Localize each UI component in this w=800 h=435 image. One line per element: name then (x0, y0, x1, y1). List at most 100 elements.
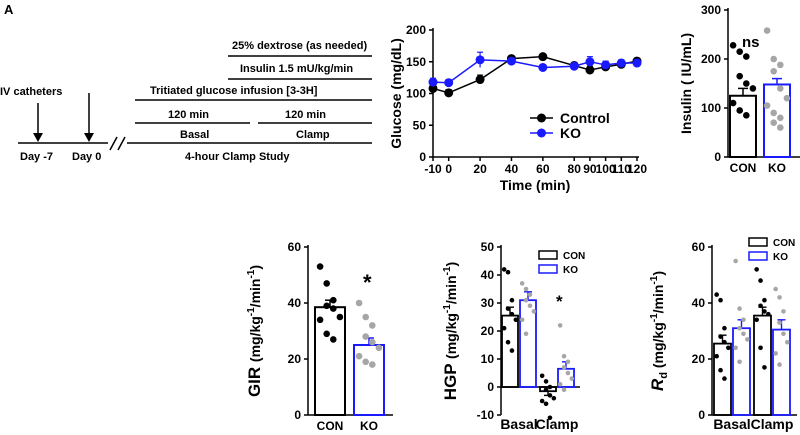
rd-legend-swatch-con (748, 237, 768, 247)
gir-data-point (355, 352, 363, 360)
gir-y-tick-label: 60 (288, 240, 302, 254)
gir-label-sup2: -1 (246, 269, 257, 278)
rd-data-point (733, 345, 738, 351)
glucose-x-axis-label: Time (min) (500, 177, 571, 193)
rd-data-point (754, 317, 759, 323)
glucose-x-tick-label: 120 (627, 162, 647, 176)
gir-data-point (355, 299, 363, 307)
hgp-y-axis-label: HGP (mg/kg-1/min-1) (441, 262, 460, 400)
rd-data-point (762, 297, 767, 303)
clamp-duration: 120 min (285, 109, 326, 121)
glucose-point-ko (444, 78, 454, 88)
hgp-data-point (543, 387, 549, 393)
glucose-point-ko (601, 60, 611, 70)
insulin-data-point (743, 80, 750, 87)
catheter-label: IV catheters (0, 86, 62, 98)
insulin-y-tick-label: 0 (714, 150, 721, 164)
insulin-data-point (736, 48, 743, 55)
insulin-data-point (770, 67, 777, 75)
gir-data-point (375, 344, 383, 352)
hgp-y-tick-label: 50 (481, 240, 495, 254)
insulin-data-point (770, 109, 777, 117)
insulin-data-point (736, 72, 743, 80)
rd-data-point (741, 317, 746, 323)
gir-data-point (316, 316, 324, 324)
rd-x-tick-label: Basal (713, 416, 750, 432)
glucose-y-axis-label: Glucose (mg/dL) (388, 38, 404, 148)
glucose-point-ko (506, 56, 516, 66)
hgp-data-point (509, 297, 515, 303)
rd-x-tick-label: Clamp (751, 416, 794, 432)
hgp-data-point (523, 297, 529, 303)
insulin-y-axis-label: Insulin ( IU/mL) (678, 33, 694, 134)
insulin-data-point (743, 53, 750, 60)
hgp-y-tick-label: 10 (481, 352, 495, 366)
glucose-point-control (585, 65, 595, 75)
insulin-data-point (777, 124, 784, 131)
gir-label-unit: (mg/kg (247, 316, 263, 362)
glucose-legend-marker-control (537, 113, 546, 123)
rd-data-point (718, 367, 723, 373)
arrowhead-day-0 (84, 133, 94, 142)
rd-data-point (737, 325, 742, 331)
hgp-label-end: ) (443, 262, 459, 267)
insulin-x-tick-label: CON (730, 161, 757, 175)
hgp-x-tick-label: Clamp (536, 416, 579, 432)
gir-data-point (330, 305, 337, 312)
hgp-y-tick-label: 0 (487, 380, 494, 394)
hgp-data-point (547, 393, 553, 398)
rd-data-point (754, 267, 759, 272)
rd-legend-label-ko: KO (773, 252, 788, 263)
insulin-data-point (777, 85, 784, 92)
glucose-point-control (538, 52, 548, 62)
hgp-legend-label-con: CON (563, 251, 585, 262)
study-label: 4-hour Clamp Study (185, 151, 290, 163)
glucose-y-tick-label: 150 (406, 55, 426, 69)
glucose-x-tick-label: 80 (568, 162, 582, 176)
insulin-label: Insulin 1.5 mU/kg/min (240, 63, 353, 75)
rd-data-point (737, 306, 742, 311)
glucose-point-control (444, 88, 454, 98)
glucose-x-tick-label: 110 (612, 162, 632, 176)
day-minus7-label: Day -7 (20, 151, 53, 163)
glucose-point-ko (569, 61, 579, 71)
rd-data-point (745, 337, 750, 342)
glucose-x-tick-label: 100 (596, 162, 616, 176)
glucose-y-tick-label: 200 (406, 23, 426, 37)
glucose-line-ko (432, 59, 637, 84)
gir-bar-con (314, 306, 346, 417)
insulin-x-tick-label: KO (768, 161, 786, 175)
insulin-data-point (729, 99, 737, 107)
hgp-data-point (505, 339, 511, 345)
rd-data-point (714, 353, 719, 359)
rd-data-point (758, 278, 763, 283)
hgp-data-point (531, 309, 537, 314)
glucose-x-tick-label: 20 (473, 162, 487, 176)
glucose-legend-label-control: Control (560, 110, 610, 126)
rd-data-point (777, 295, 782, 300)
glucose-point-ko (475, 55, 485, 65)
gir-data-point (362, 333, 370, 340)
rd-data-point (737, 359, 742, 365)
glucose-point-ko (632, 58, 642, 68)
hgp-data-point (509, 311, 515, 317)
insulin-bar-chart: 0 100 200 300 CON KO Insulin ( IU/mL) ns (678, 3, 800, 175)
glucose-point-ko (428, 77, 438, 87)
clamp-protocol-schematic: 25% dextrose (as needed) Insulin 1.5 mU/… (0, 40, 372, 163)
rd-label-sup2: -1 (649, 275, 660, 284)
rd-data-point (773, 286, 778, 292)
rd-legend-label-con: CON (773, 238, 795, 249)
glucose-y-tick-label: 100 (406, 87, 426, 101)
insulin-y-tick-label: 300 (701, 3, 721, 17)
insulin-data-point (736, 107, 743, 114)
glucose-x-tick-label: 0 (445, 162, 452, 176)
dextrose-label: 25% dextrose (as needed) (232, 40, 367, 52)
insulin-data-point (763, 102, 771, 109)
rd-label-unit: (mg/kg (650, 322, 666, 372)
gir-data-point (336, 313, 344, 321)
hgp-data-point (539, 398, 545, 404)
